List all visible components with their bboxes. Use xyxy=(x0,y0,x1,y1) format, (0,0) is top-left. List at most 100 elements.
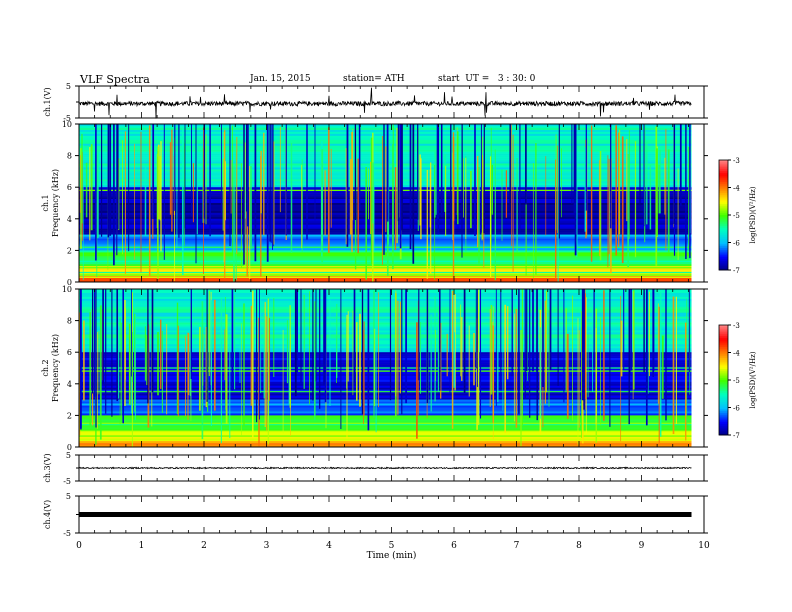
colorbar-cell xyxy=(719,246,728,249)
colorbar-cell xyxy=(719,240,728,243)
colorbar-cell xyxy=(719,187,728,190)
ch3-ylabel: ch.3(V) xyxy=(43,453,52,482)
spectrum-row xyxy=(79,304,692,308)
colorbar-cell xyxy=(719,433,728,436)
spectrum-row xyxy=(79,195,692,198)
y-tick-label: -5 xyxy=(63,529,71,538)
spectrum-row xyxy=(79,338,692,341)
spectrum-row xyxy=(79,324,692,327)
colorbar-cell xyxy=(719,163,728,166)
spectrum-row xyxy=(79,364,692,367)
colorbar-cell xyxy=(719,237,728,240)
spectrum-row xyxy=(79,296,692,300)
colorbar-cell xyxy=(719,224,728,227)
spectrum-row xyxy=(79,224,692,227)
colorbar-cell xyxy=(719,268,728,271)
spectrum-row xyxy=(79,395,692,398)
spectrum-row xyxy=(79,330,692,333)
spectrum-row xyxy=(79,125,692,129)
colorbar-cell xyxy=(719,165,728,168)
colorbar-cell xyxy=(719,174,728,177)
spec1-colorbar-label: log(PSD)(V²/Hz) xyxy=(749,186,757,243)
colorbar-cell xyxy=(719,167,728,170)
colorbar-cell xyxy=(719,354,728,357)
spectrum-row xyxy=(79,163,692,166)
colorbar-cell xyxy=(719,347,728,350)
spectrum-row xyxy=(79,137,692,141)
spectrum-row xyxy=(79,334,692,337)
spectrum-row xyxy=(79,173,692,176)
spectrum-row xyxy=(79,181,692,184)
ch4-signal-band xyxy=(79,512,692,517)
colorbar-cell xyxy=(719,171,728,174)
spectrum-row xyxy=(79,143,692,147)
colorbar-cell xyxy=(719,182,728,185)
spectrum-row xyxy=(79,250,692,253)
spectrum-row xyxy=(79,294,692,298)
spectrum-row xyxy=(79,127,692,131)
colorbar-cell xyxy=(719,407,728,410)
spectrum-row xyxy=(79,234,692,237)
x-tick-label: 7 xyxy=(514,541,520,551)
spectrum-row xyxy=(79,360,692,363)
spectrum-row xyxy=(79,326,692,329)
y-tick-label: 5 xyxy=(66,492,71,501)
colorbar-cell xyxy=(719,244,728,247)
spectrum-row xyxy=(79,258,692,261)
y-tick-label: 0 xyxy=(67,443,72,452)
spectrum-row xyxy=(79,421,692,424)
colorbar-cell xyxy=(719,183,728,187)
spectrum-row xyxy=(79,230,692,233)
spectrum-row xyxy=(79,427,692,430)
colorbar-cell xyxy=(719,361,728,364)
colorbar-cell xyxy=(719,231,728,234)
ch1-panel: 5 -5 ch.1(V) xyxy=(43,82,708,123)
spectrum-row xyxy=(79,169,692,172)
spectrum-row xyxy=(79,141,692,145)
colorbar-tick-label: -3 xyxy=(733,157,740,165)
colorbar-cell xyxy=(719,328,728,331)
colorbar-cell xyxy=(719,222,728,225)
colorbar-cell xyxy=(719,380,728,383)
date-label: Jan. 15, 2015 xyxy=(250,74,311,84)
y-tick-label: 10 xyxy=(62,285,72,294)
spectrum-row xyxy=(79,340,692,343)
spectrum-row xyxy=(79,280,692,283)
colorbar-cell xyxy=(719,253,728,256)
spectrum-row xyxy=(79,312,692,315)
spectrum-row xyxy=(79,290,692,294)
spectrum-row xyxy=(79,399,692,402)
spectrum-row xyxy=(79,445,692,448)
y-tick-label: 0 xyxy=(67,278,72,287)
colorbar-cell xyxy=(719,264,728,267)
colorbar-cell xyxy=(719,226,728,229)
colorbar-cell xyxy=(719,260,728,264)
colorbar-cell xyxy=(719,413,728,416)
colorbar-cell xyxy=(719,180,728,183)
spectrum-row xyxy=(79,393,692,396)
colorbar-cell xyxy=(719,420,728,423)
spectrum-row xyxy=(79,124,692,127)
spectrum-row xyxy=(79,348,692,351)
colorbar-cell xyxy=(719,178,728,181)
spectrum-row xyxy=(79,147,692,150)
spectrum-row xyxy=(79,222,692,226)
colorbar-cell xyxy=(719,325,728,328)
colorbar-cell xyxy=(719,427,728,430)
spectrum-row xyxy=(79,435,692,438)
station-label: station= ATH xyxy=(343,74,405,84)
x-tick-label: 10 xyxy=(698,541,710,551)
colorbar-cell xyxy=(719,369,728,372)
spectrum-row xyxy=(79,320,692,323)
spectrum-row xyxy=(79,439,692,442)
spectrum-row xyxy=(79,212,692,216)
colorbar-cell xyxy=(719,341,728,344)
spectrum-row xyxy=(79,131,692,135)
colorbar-cell xyxy=(719,378,728,381)
colorbar-cell xyxy=(719,216,728,220)
spectrum-row xyxy=(79,411,692,414)
colorbar-cell xyxy=(719,385,728,388)
spectrum-row xyxy=(79,375,692,379)
ch3-panel: 5 -5 ch.3(V) xyxy=(43,451,708,486)
x-tick-label: 2 xyxy=(201,541,207,551)
